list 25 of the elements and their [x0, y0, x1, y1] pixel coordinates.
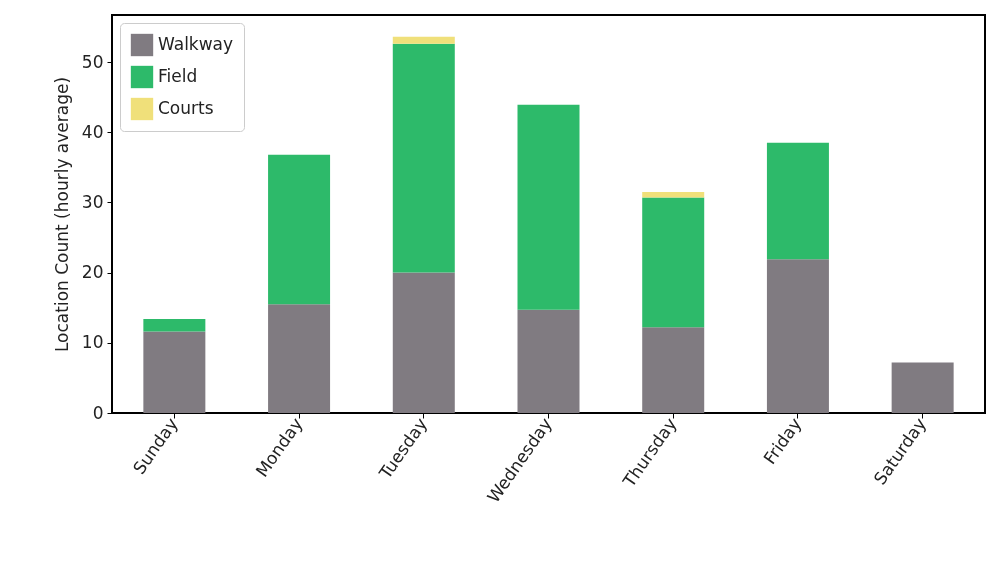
bar [268, 154, 331, 305]
legend-label: Field [158, 66, 198, 86]
bar [642, 191, 705, 198]
y-tick-label: 0 [92, 402, 104, 423]
bar [766, 259, 829, 413]
bar [392, 36, 455, 44]
y-tick-label: 40 [81, 121, 104, 142]
legend-label: Courts [158, 98, 214, 118]
bar [642, 197, 705, 328]
legend-label: Walkway [158, 34, 234, 54]
bar [392, 272, 455, 413]
y-axis-title: Location Count (hourly average) [51, 76, 72, 353]
bar [517, 309, 580, 413]
bar [143, 318, 206, 332]
bar [766, 142, 829, 260]
y-tick-label: 10 [81, 332, 104, 353]
bar [268, 304, 331, 413]
y-tick-label: 50 [81, 51, 104, 72]
bar [891, 362, 954, 413]
bar [143, 331, 206, 413]
bar [517, 104, 580, 310]
bar [392, 43, 455, 273]
y-tick-label: 20 [81, 262, 104, 283]
bar [642, 327, 705, 413]
y-tick-label: 30 [81, 191, 104, 212]
